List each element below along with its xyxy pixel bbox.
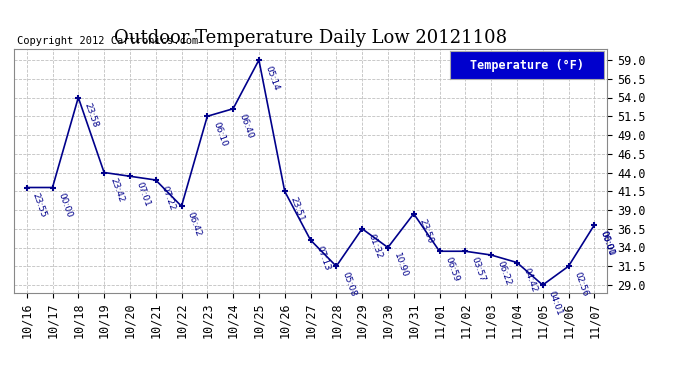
Text: 06:22: 06:22 <box>495 259 513 286</box>
Text: 07:13: 07:13 <box>315 244 332 272</box>
Text: 03:57: 03:57 <box>469 255 486 283</box>
Text: 23:55: 23:55 <box>31 192 48 219</box>
Text: 06:42: 06:42 <box>186 210 203 238</box>
Text: 05:14: 05:14 <box>263 64 280 92</box>
Text: 07:01: 07:01 <box>134 180 151 208</box>
Text: 23:50: 23:50 <box>418 218 435 245</box>
Text: 04:01: 04:01 <box>547 289 564 316</box>
Text: 00:00: 00:00 <box>598 229 615 256</box>
Text: 23:42: 23:42 <box>108 177 126 204</box>
Text: 06:59: 06:59 <box>444 255 461 283</box>
Text: 07:22: 07:22 <box>160 184 177 211</box>
Text: 00:00: 00:00 <box>57 192 74 219</box>
Text: Copyright 2012 Cartronics.com: Copyright 2012 Cartronics.com <box>17 36 198 46</box>
Text: 23:58: 23:58 <box>83 102 100 129</box>
Text: 06:01: 06:01 <box>598 229 615 256</box>
Text: 10:90: 10:90 <box>392 252 409 279</box>
Text: 04:42: 04:42 <box>521 267 538 294</box>
Text: 02:56: 02:56 <box>573 270 590 298</box>
Text: 23:51: 23:51 <box>289 195 306 223</box>
Text: 06:10: 06:10 <box>211 120 229 148</box>
Text: 01:32: 01:32 <box>366 233 384 260</box>
Title: Outdoor Temperature Daily Low 20121108: Outdoor Temperature Daily Low 20121108 <box>114 29 507 47</box>
Text: 05:08: 05:08 <box>340 270 358 298</box>
Text: 06:40: 06:40 <box>237 113 255 140</box>
